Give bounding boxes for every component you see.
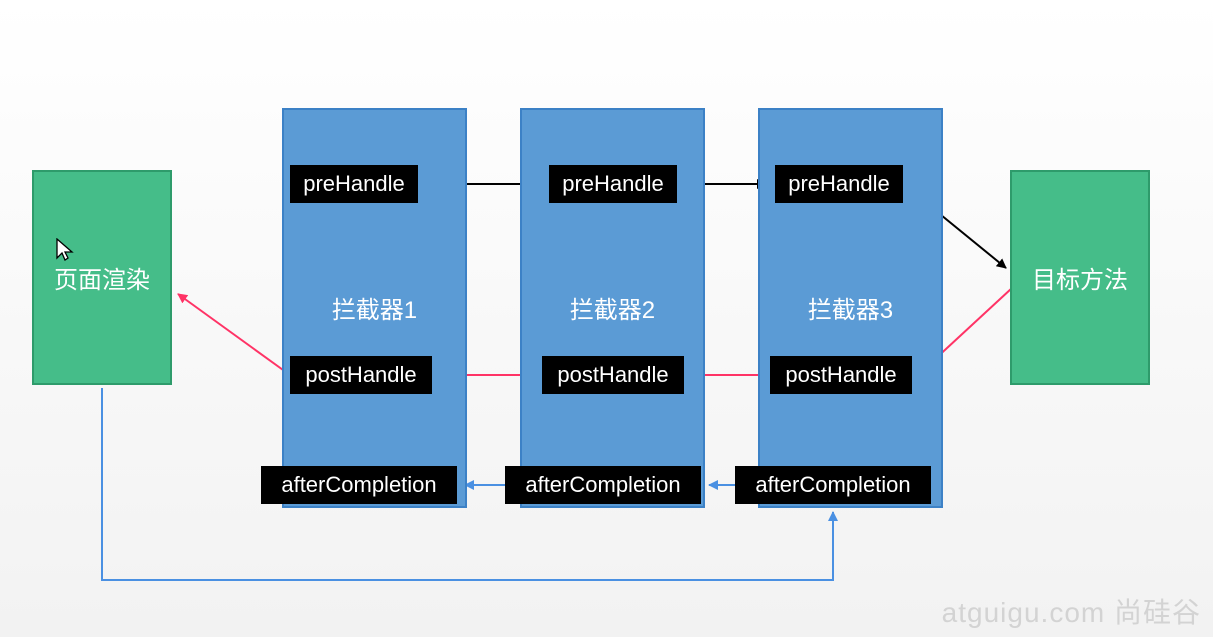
node-target-label: 目标方法 (1032, 260, 1128, 295)
node-post3-label: postHandle (785, 362, 896, 388)
node-pre1-label: preHandle (303, 171, 405, 197)
node-after3-label: afterCompletion (755, 472, 910, 498)
node-after1-label: afterCompletion (281, 472, 436, 498)
node-pre2: preHandle (549, 165, 677, 203)
node-after1: afterCompletion (261, 466, 457, 504)
edge-post1-render (178, 294, 290, 375)
node-post2: postHandle (542, 356, 684, 394)
node-render: 页面渲染 (32, 170, 172, 385)
node-post3: postHandle (770, 356, 912, 394)
node-after2-label: afterCompletion (525, 472, 680, 498)
node-pre3: preHandle (775, 165, 903, 203)
node-pre2-label: preHandle (562, 171, 664, 197)
node-pre1: preHandle (290, 165, 418, 203)
node-int1-label: 拦截器1 (332, 290, 417, 325)
node-after3: afterCompletion (735, 466, 931, 504)
node-int3-label: 拦截器3 (808, 290, 893, 325)
node-post2-label: postHandle (557, 362, 668, 388)
node-pre3-label: preHandle (788, 171, 890, 197)
node-post1: postHandle (290, 356, 432, 394)
node-int2-label: 拦截器2 (570, 290, 655, 325)
node-after2: afterCompletion (505, 466, 701, 504)
node-render-label: 页面渲染 (54, 260, 150, 295)
node-target: 目标方法 (1010, 170, 1150, 385)
node-post1-label: postHandle (305, 362, 416, 388)
